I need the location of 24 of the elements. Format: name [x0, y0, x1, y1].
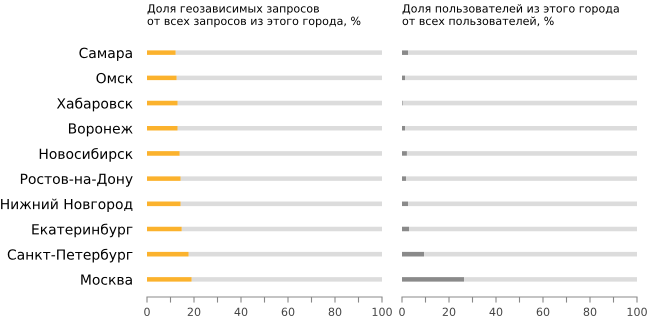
- x-tick-label: 60: [536, 308, 550, 316]
- chart-title: Доля геозависимых запросов от всех запросов из этого города, %: [148, 4, 360, 28]
- x-tick-label: 60: [282, 308, 294, 316]
- y-tick-label: Санкт-Петербург: [8, 248, 132, 262]
- x-tick-label: 20: [442, 308, 456, 316]
- y-tick-label: Нижний Новгород: [1, 198, 132, 212]
- x-tick-label: 40: [489, 308, 502, 316]
- y-tick-label: Самара: [79, 48, 132, 61]
- x-tick-label: 100: [372, 308, 392, 316]
- x-tick-label: 0: [144, 308, 150, 316]
- x-tick-label: 80: [328, 308, 342, 316]
- x-tick-label: 100: [628, 308, 647, 316]
- x-tick-label: 80: [584, 308, 596, 316]
- x-tick-label: 40: [234, 308, 248, 316]
- chart-title: Доля пользователей из этого города от всех пользователей, %: [402, 4, 619, 26]
- y-tick-label: Новосибирск: [40, 148, 133, 162]
- y-tick-label: Москва: [81, 274, 132, 285]
- y-tick-label: Хабаровск: [56, 98, 133, 112]
- y-tick-label: Екатеринбург: [32, 224, 132, 238]
- y-tick-label: Омск: [96, 72, 133, 84]
- x-tick-label: 0: [399, 308, 405, 316]
- x-tick-label: 20: [188, 308, 200, 316]
- y-tick-label: Ростов-на-Дону: [20, 174, 133, 187]
- y-tick-label: Воронеж: [68, 123, 133, 136]
